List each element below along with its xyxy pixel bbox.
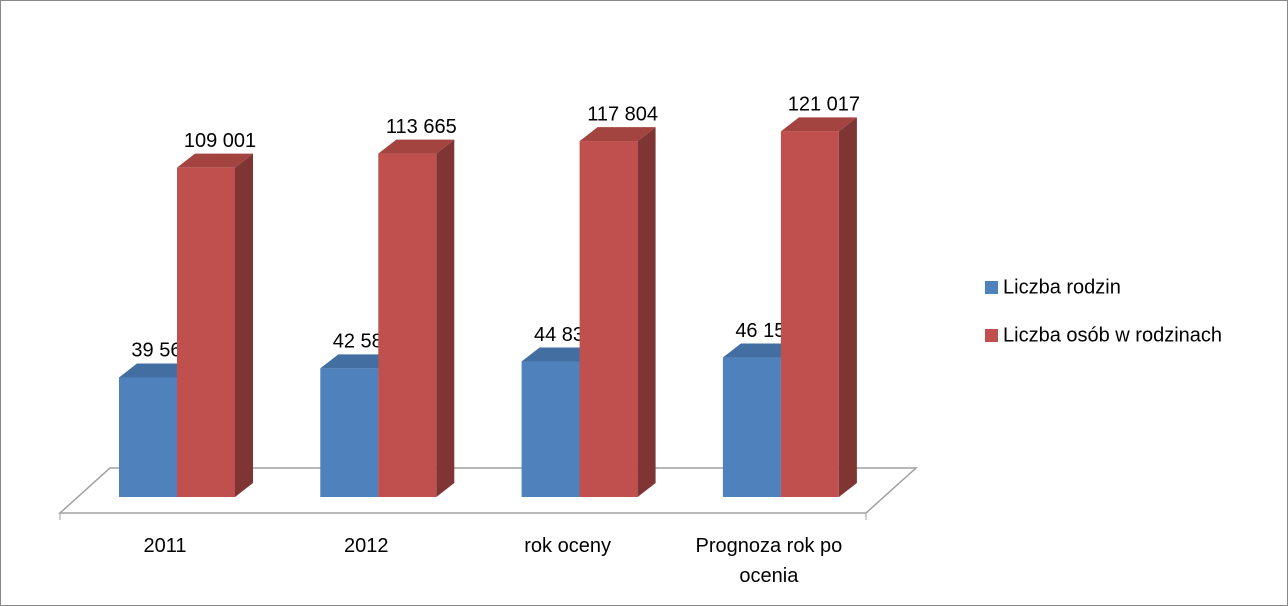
bar-front xyxy=(521,361,580,497)
bar-front xyxy=(320,368,379,497)
bar-front xyxy=(177,167,235,498)
bar xyxy=(579,127,656,497)
bar-top xyxy=(177,153,253,168)
bar-side xyxy=(235,153,253,498)
value-label: 109 001 xyxy=(184,130,256,152)
x-tick-label: rok oceny xyxy=(524,535,611,557)
legend-label: Liczba rodzin xyxy=(1003,276,1121,298)
bar-top xyxy=(780,117,857,132)
bar-top xyxy=(579,127,656,142)
value-label: 121 017 xyxy=(788,94,860,116)
bar-front xyxy=(119,377,177,497)
x-tick-label: 2012 xyxy=(344,535,389,557)
bar-top xyxy=(119,363,195,378)
floor xyxy=(58,467,918,514)
bar-front xyxy=(579,141,638,497)
bar xyxy=(177,153,253,498)
value-label: 113 665 xyxy=(386,116,457,138)
bar-top xyxy=(320,354,397,369)
legend-label: Liczba osób w rodzinach xyxy=(1003,324,1222,346)
legend-swatch xyxy=(985,281,998,294)
bar-front xyxy=(722,357,781,497)
legend-swatch xyxy=(985,329,998,342)
bar xyxy=(378,139,455,497)
x-tick-label: 2011 xyxy=(143,535,187,557)
value-label: 117 804 xyxy=(587,103,658,125)
bar-top xyxy=(378,139,455,154)
bar-front xyxy=(780,131,839,497)
bar-top xyxy=(722,343,799,358)
x-tick-label: Prognoza rok po ocenia xyxy=(695,535,843,587)
bar xyxy=(780,117,857,498)
bar-side xyxy=(838,117,857,498)
bar-side xyxy=(637,127,656,497)
bar-top xyxy=(521,347,598,362)
bar-front xyxy=(378,153,437,497)
bar-side xyxy=(436,139,455,497)
